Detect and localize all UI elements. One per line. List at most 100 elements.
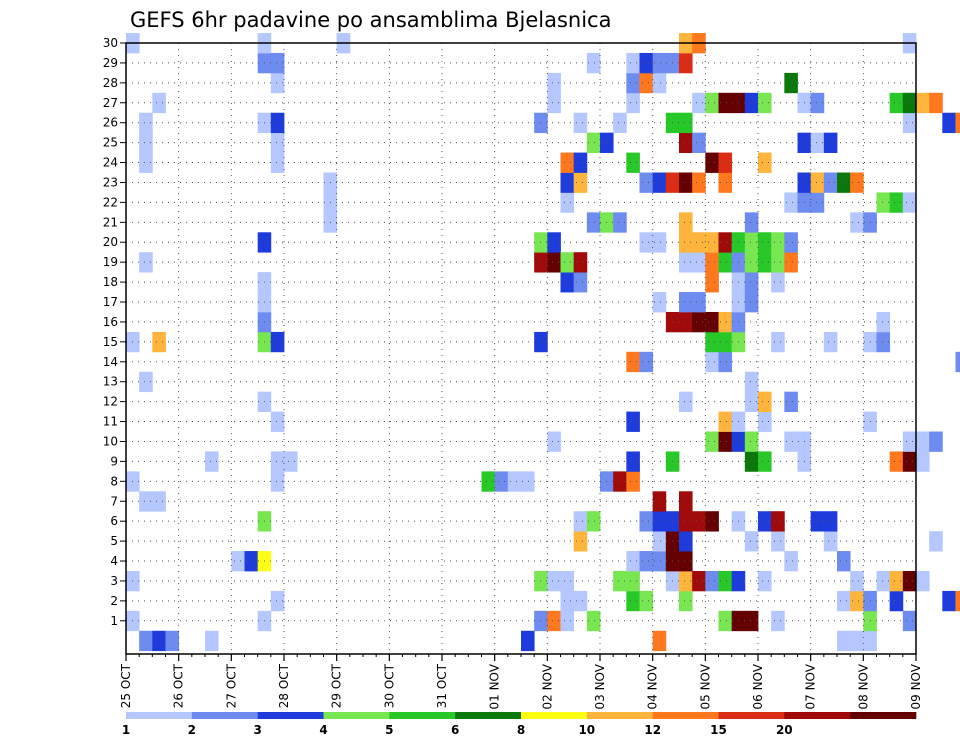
heatmap-cell (850, 570, 864, 592)
heatmap-cell (916, 431, 930, 452)
heatmap-cell (639, 551, 654, 572)
heatmap-cell (850, 172, 864, 193)
heatmap-cell (718, 311, 733, 333)
heatmap-cell (152, 331, 166, 353)
colorbar-swatch (323, 712, 390, 719)
heatmap-cell (744, 212, 759, 233)
heatmap-cell (586, 610, 601, 632)
heatmap-cell (613, 212, 627, 233)
heatmap-cell (586, 52, 601, 74)
heatmap-cell (889, 590, 904, 612)
heatmap-cell (784, 252, 798, 273)
heatmap-cell (916, 451, 930, 472)
heatmap-cell (679, 590, 693, 612)
heatmap-cell (679, 391, 693, 412)
colorbar-label: 8 (517, 723, 525, 737)
heatmap-cell (639, 172, 654, 193)
heatmap-cell (942, 112, 956, 134)
heatmap-cell (652, 232, 667, 253)
heatmap-cell (916, 570, 930, 592)
heatmap-cell (560, 610, 575, 632)
x-tick-label: 09 NOV (909, 663, 923, 709)
heatmap-cell (270, 590, 285, 612)
heatmap-cell (626, 92, 640, 114)
colorbar-label: 4 (319, 723, 327, 737)
heatmap-cell (784, 551, 798, 572)
heatmap-cell (889, 92, 904, 114)
x-tick-label: 25 OCT (119, 663, 133, 708)
colorbar-label: 2 (188, 723, 196, 737)
heatmap-cell (810, 511, 825, 532)
y-tick-label: 5 (110, 534, 118, 548)
heatmap-cell (139, 132, 153, 153)
colorbar-label: 1 (122, 723, 130, 737)
heatmap-cell (758, 411, 772, 432)
heatmap-cell (718, 232, 733, 253)
heatmap-cell (573, 590, 588, 612)
colorbar-swatch (784, 712, 851, 719)
heatmap-cell (850, 212, 864, 233)
y-tick-label: 28 (103, 76, 118, 90)
heatmap-cell (270, 411, 285, 432)
heatmap-cell (771, 272, 785, 293)
y-tick-label: 20 (103, 235, 118, 249)
heatmap-cell (205, 630, 219, 652)
heatmap-cell (705, 252, 719, 273)
heatmap-cell (718, 152, 733, 173)
heatmap-cell (758, 92, 772, 114)
heatmap-cell (718, 331, 733, 353)
heatmap-cell (942, 590, 956, 612)
heatmap-cell (560, 590, 575, 612)
heatmap-cell (652, 630, 667, 652)
heatmap-cell (850, 630, 864, 652)
heatmap-cell (165, 630, 180, 652)
heatmap-cell (270, 331, 285, 353)
y-tick-label: 1 (110, 614, 118, 628)
heatmap-cell (652, 531, 667, 552)
heatmap-cell (837, 172, 851, 193)
heatmap-cell (639, 590, 654, 612)
heatmap-cell (547, 232, 561, 253)
heatmap-cell (270, 72, 285, 94)
heatmap-cell (902, 92, 917, 114)
heatmap-cell (652, 52, 667, 74)
heatmap-cell (679, 252, 693, 273)
heatmap-cell (718, 92, 733, 114)
heatmap-cell (758, 570, 772, 592)
colorbar-label: 5 (385, 723, 393, 737)
y-tick-label: 18 (103, 275, 118, 289)
heatmap-cell (929, 431, 943, 452)
heatmap-cell (889, 570, 904, 592)
y-tick-label: 12 (103, 395, 118, 409)
colorbar-swatch (455, 712, 522, 719)
heatmap-cell (639, 351, 654, 373)
heatmap-cell (613, 471, 627, 492)
heatmap-cell (744, 232, 759, 253)
heatmap-cell (152, 630, 166, 652)
x-tick-label: 06 NOV (751, 663, 765, 709)
heatmap-cell (626, 72, 640, 94)
heatmap-cell (626, 411, 640, 432)
y-tick-label: 6 (110, 514, 118, 528)
colorbar-swatch (257, 712, 324, 719)
y-tick-label: 21 (103, 215, 118, 229)
heatmap-cell (679, 52, 693, 74)
x-tick-label: 29 OCT (330, 663, 344, 708)
colorbar-swatch (191, 712, 258, 719)
heatmap-cell (705, 92, 719, 114)
heatmap-cell (718, 431, 733, 452)
heatmap-cell (744, 431, 759, 452)
heatmap-cell (139, 491, 153, 512)
heatmap-cell (284, 451, 298, 472)
heatmap-cell (270, 451, 285, 472)
heatmap-cell (823, 331, 838, 353)
heatmap-cell (521, 471, 535, 492)
heatmap-cell (705, 311, 719, 333)
heatmap-cell (876, 311, 891, 333)
colorbar-label: 3 (254, 723, 262, 737)
heatmap-cell (718, 172, 733, 193)
heatmap-cell (139, 630, 153, 652)
heatmap-cell (639, 52, 654, 74)
heatmap-cell (626, 471, 640, 492)
